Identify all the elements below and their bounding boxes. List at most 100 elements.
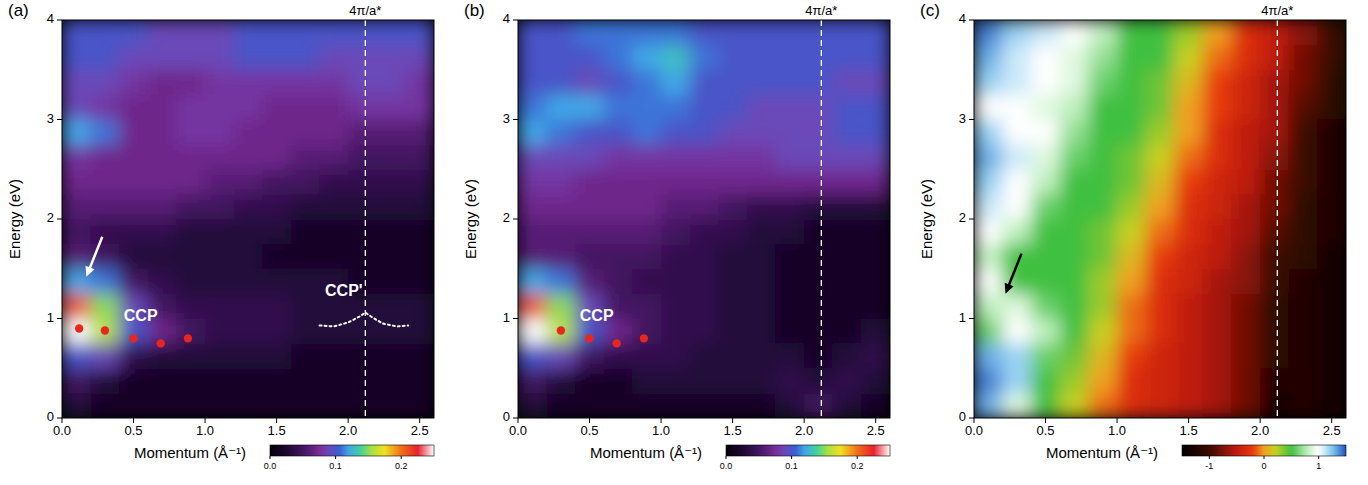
heatmap-cell [804, 119, 833, 144]
heatmap-cell [233, 343, 262, 368]
heatmap-cell [119, 169, 148, 194]
heatmap-cell [1317, 293, 1346, 318]
heatmap-cell [176, 219, 205, 244]
heatmap-cell [546, 368, 575, 393]
heatmap-cell [205, 268, 234, 293]
heatmap-cell [1060, 94, 1089, 119]
heatmap-cell [376, 69, 405, 94]
heatmap-cell [661, 45, 690, 70]
heatmap-cell [518, 368, 547, 393]
heatmap-cell [775, 144, 804, 169]
heatmap-cell [546, 343, 575, 368]
heatmap-cell [1117, 20, 1146, 45]
heatmap-cell [575, 69, 604, 94]
heatmap-cell [1260, 268, 1289, 293]
heatmap-cell [1174, 20, 1203, 45]
heatmap-cell [718, 69, 747, 94]
heatmap-cell [661, 244, 690, 269]
heatmap-cell [718, 219, 747, 244]
heatmap-cell [233, 194, 262, 219]
plot-background [974, 20, 1346, 418]
heatmap-cell [319, 244, 348, 269]
heatmap-cell [291, 69, 320, 94]
heatmap-cell [518, 268, 547, 293]
colorbar: 0.00.10.2 [264, 445, 434, 471]
heatmap-cell [1317, 94, 1346, 119]
heatmap-cell [1203, 119, 1232, 144]
heatmap-cell [1203, 169, 1232, 194]
heatmap-cell [1317, 45, 1346, 70]
heatmap-cell [1002, 45, 1031, 70]
heatmap-cell [90, 119, 119, 144]
heatmap-cell [718, 368, 747, 393]
heatmap-cell [518, 219, 547, 244]
heatmap-cell [348, 45, 377, 70]
heatmap-cell [518, 45, 547, 70]
heatmap-cell [176, 343, 205, 368]
heatmap-cell [233, 119, 262, 144]
colorbar-tick-label: 0 [1261, 461, 1266, 471]
heatmap-cell [62, 343, 91, 368]
heatmap-cell [1288, 293, 1317, 318]
heatmap-cell [291, 194, 320, 219]
data-point [75, 324, 83, 332]
colorbar-tick [857, 456, 858, 459]
plot-area [518, 20, 890, 418]
heatmap-cell [233, 45, 262, 70]
heatmap-cell [119, 393, 148, 418]
heatmap-cell [546, 69, 575, 94]
y-tick [57, 318, 62, 319]
heatmap-cell [1317, 268, 1346, 293]
heatmap-cell [1288, 144, 1317, 169]
heatmap-cell [518, 119, 547, 144]
panel-label: (b) [464, 1, 485, 20]
heatmap-cell [804, 94, 833, 119]
heatmap-cell [632, 393, 661, 418]
heatmap-cell [233, 244, 262, 269]
heatmap-cell [1002, 318, 1031, 343]
heatmap-cell [176, 144, 205, 169]
y-tick [513, 318, 518, 319]
heatmap-cell [1260, 194, 1289, 219]
y-tick [513, 20, 518, 21]
heatmap-cell [974, 144, 1003, 169]
heatmap-cell [262, 119, 291, 144]
heatmap-cell [1088, 318, 1117, 343]
y-tick-label: 3 [959, 111, 966, 126]
colorbar-tick-label: 0.0 [264, 461, 277, 471]
heatmap-cell [376, 368, 405, 393]
heatmap-cell [861, 94, 890, 119]
heatmap-cell [518, 293, 547, 318]
heatmap-cell [1002, 20, 1031, 45]
heatmap-cell [348, 20, 377, 45]
heatmap-cell [1260, 318, 1289, 343]
y-tick [969, 20, 974, 21]
heatmap-cell [775, 94, 804, 119]
heatmap-cell [718, 119, 747, 144]
heatmap-cell [832, 169, 861, 194]
heatmap-cell [1117, 144, 1146, 169]
arrow [1005, 254, 1022, 294]
plot-area [62, 20, 434, 418]
heatmap-cell [148, 20, 177, 45]
heatmap-cell [775, 244, 804, 269]
y-tick-label: 4 [959, 11, 966, 26]
heatmap-cell [1117, 244, 1146, 269]
heatmap-cell [90, 318, 119, 343]
heatmap-cell [718, 45, 747, 70]
heatmap-cell [832, 144, 861, 169]
heatmap-cell [1174, 94, 1203, 119]
heatmap-cell [689, 144, 718, 169]
heatmap-cell [747, 293, 776, 318]
heatmap-cell [1231, 144, 1260, 169]
heatmap-cell [747, 318, 776, 343]
heatmap-cell [1031, 368, 1060, 393]
heatmap-cell [1145, 45, 1174, 70]
heatmap-cell [148, 194, 177, 219]
reference-label: 4π/a* [1261, 3, 1293, 18]
x-tick-label: 1.0 [196, 423, 214, 438]
heatmap-cell [1088, 144, 1117, 169]
heatmap-cell [804, 194, 833, 219]
heatmap-cell [1088, 119, 1117, 144]
heatmap-cell [319, 169, 348, 194]
